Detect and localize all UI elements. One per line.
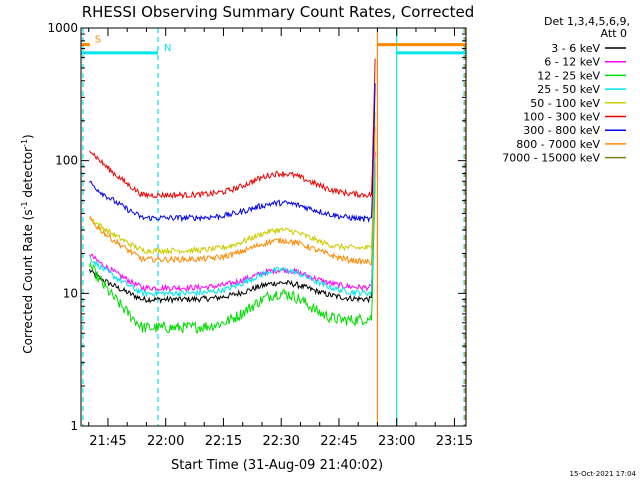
- series-line: [89, 151, 376, 292]
- flag-label: N: [164, 43, 171, 54]
- series-line: [89, 58, 376, 200]
- y-axis-label-sup1: -1: [20, 201, 29, 209]
- timestamp: 15-Oct-2021 17:04: [570, 470, 637, 478]
- legend-label: 50 - 100 keV: [530, 97, 600, 110]
- x-axis-ticks: 21:45 22:00 22:15 22:30 22:45 23:00 23:15: [88, 28, 473, 449]
- x-tick-label: 23:00: [378, 434, 415, 449]
- legend-label: 7000 - 15000 keV: [502, 152, 600, 165]
- y-axis-label-mid: detector: [21, 147, 35, 202]
- x-tick-label: 22:15: [205, 434, 242, 449]
- y-axis-label-sup2: -1: [20, 139, 29, 147]
- plot-frame: [80, 27, 467, 427]
- vertical-lines: [82, 28, 466, 426]
- series-line: [89, 111, 376, 256]
- series-line: [89, 163, 376, 305]
- series-line: [89, 181, 376, 334]
- y-axis-label: Corrected Count Rate (s-1 detector-1): [20, 134, 35, 353]
- series-lines: [89, 58, 376, 334]
- legend-label: 3 - 6 keV: [551, 42, 600, 55]
- series-line: [89, 156, 376, 298]
- flag-markers: SN: [81, 35, 466, 55]
- y-tick-label: 1: [70, 419, 78, 433]
- y-axis-label-main: Corrected Count Rate (s: [21, 209, 35, 353]
- y-tick-label: 1000: [47, 21, 78, 35]
- chart-title: RHESSI Observing Summary Count Rates, Co…: [82, 3, 475, 21]
- y-axis-label-end: ): [21, 134, 35, 139]
- x-tick-label: 23:15: [436, 434, 473, 449]
- legend-header-line2: Att 0: [601, 27, 627, 40]
- x-tick-label: 22:45: [320, 434, 357, 449]
- legend-label: 12 - 25 keV: [537, 69, 600, 82]
- y-tick-label: 10: [63, 286, 78, 300]
- legend-label: 300 - 800 keV: [523, 124, 600, 137]
- legend-label: 25 - 50 keV: [537, 83, 600, 96]
- y-axis-ticks: 1 10 100 1000: [47, 21, 466, 433]
- x-tick-label: 22:00: [147, 434, 184, 449]
- y-tick-label: 100: [55, 154, 78, 168]
- x-axis-label: Start Time (31-Aug-09 21:40:02): [171, 458, 383, 473]
- legend-label: 800 - 7000 keV: [516, 138, 600, 151]
- series-line: [89, 83, 376, 224]
- x-tick-label: 21:45: [89, 434, 126, 449]
- legend-label: 100 - 300 keV: [523, 111, 600, 124]
- legend-label: 6 - 12 keV: [544, 56, 600, 69]
- legend-header-line1: Det 1,3,4,5,6,9,: [544, 15, 630, 28]
- flag-label: S: [95, 35, 101, 46]
- series-line: [89, 126, 376, 266]
- x-tick-label: 22:30: [262, 434, 299, 449]
